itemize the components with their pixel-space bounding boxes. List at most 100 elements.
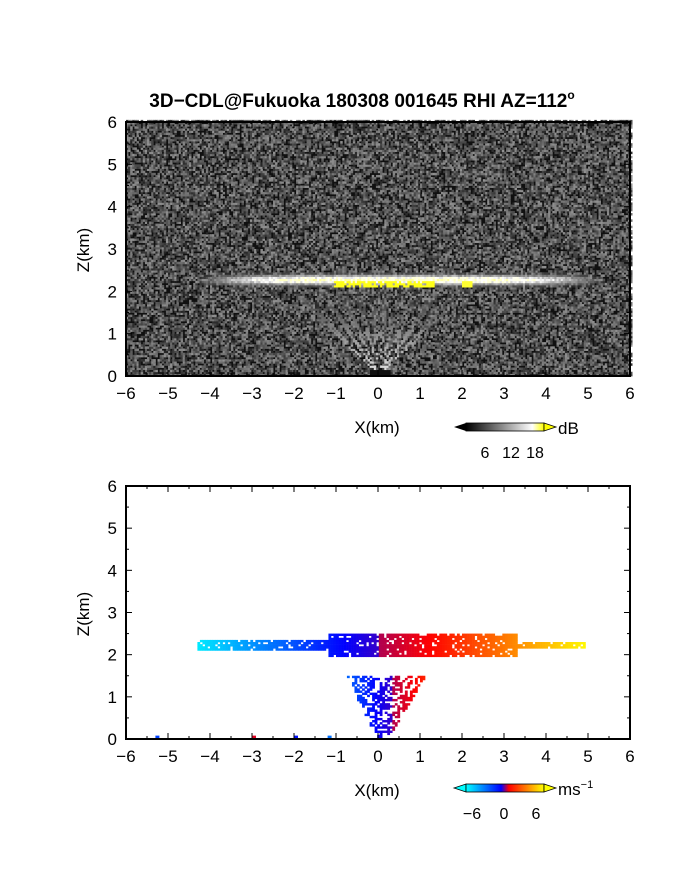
reflectivity-cell [126,215,129,218]
reflectivity-cell [241,297,244,301]
reflectivity-cell [126,143,129,146]
reflectivity-cell [128,259,131,263]
reflectivity-cell [128,255,131,258]
reflectivity-cell [128,365,131,368]
reflectivity-cell [128,193,131,197]
reflectivity-cell [128,242,131,246]
reflectivity-cell [126,304,129,307]
reflectivity-cell [126,200,129,203]
reflectivity-cell [128,329,131,332]
reflectivity-cell [128,301,131,305]
reflectivity-cell [128,272,131,275]
reflectivity-cell [128,219,131,222]
reflectivity-cell [140,295,144,299]
reflectivity-cell [126,134,129,138]
reflectivity-cell [126,253,129,256]
reflectivity-cell [128,160,131,163]
reflectivity-cell [126,354,129,358]
reflectivity-cell [128,170,131,174]
reflectivity-cell [228,363,232,366]
reflectivity-cell [126,282,129,286]
reflectivity-cell [128,323,131,326]
reflectivity-cell [128,215,131,218]
reflectivity-cell [126,174,129,178]
reflectivity-cell [126,221,129,224]
reflectivity-cell [126,208,129,212]
reflectivity-cell [126,204,129,208]
reflectivity-cell [128,282,131,286]
reflectivity-cell [128,342,131,345]
reflectivity-cell [128,246,131,250]
reflectivity-cell [128,183,131,186]
reflectivity-cell [126,295,129,299]
reflectivity-cell [235,181,238,184]
reflectivity-cell [126,365,129,368]
reflectivity-cell [128,225,131,229]
reflectivity-cell [189,284,192,288]
reflectivity-cell [128,274,131,277]
reflectivity-cell [128,189,131,193]
reflectivity-cell [126,145,129,148]
reflectivity-cell [126,126,129,129]
reflectivity-cell [126,327,129,330]
reflectivity-cell [126,359,129,362]
reflectivity-cell [126,183,129,186]
reflectivity-cell [126,236,129,239]
reflectivity-cell [128,354,131,358]
reflectivity-cell [126,122,129,125]
reflectivity-cell [126,331,129,335]
reflectivity-cell [126,276,129,280]
reflectivity-cell [126,151,129,155]
reflectivity-cell [126,316,129,320]
reflectivity-cell [126,223,129,227]
reflectivity-cell [128,325,131,328]
reflectivity-cell [128,253,131,256]
reflectivity-cell [128,202,131,205]
reflectivity-cell [126,168,129,172]
reflectivity-cell [126,213,129,216]
reflectivity-cell [128,227,131,231]
reflectivity-cell [193,291,196,294]
reflectivity-cell [222,187,226,191]
reflectivity-heatmap [126,119,633,377]
reflectivity-cell [128,210,131,214]
reflectivity-cell [126,240,129,244]
reflectivity-cell [126,329,129,332]
reflectivity-cell [128,371,131,375]
reflectivity-cell [126,244,129,248]
reflectivity-cell [126,227,129,231]
reflectivity-cell [126,246,129,250]
reflectivity-cell [126,261,129,265]
reflectivity-cell [207,350,211,354]
reflectivity-cell [126,297,129,301]
reflectivity-cell [126,293,129,296]
reflectivity-cell [126,367,129,371]
reflectivity-cell [128,200,131,203]
reflectivity-cell [128,234,131,237]
reflectivity-cell [126,312,129,316]
reflectivity-cell [126,280,129,284]
reflectivity-cell [163,289,167,292]
reflectivity-cell [126,232,129,235]
reflectivity-cell [128,363,131,366]
reflectivity-cell [126,193,129,197]
reflectivity-cell [239,147,242,150]
reflectivity-cell [126,187,129,191]
reflectivity-cell [210,166,213,169]
reflectivity-cell [128,187,131,191]
reflectivity-cell [126,141,129,144]
reflectivity-cell [126,325,129,328]
reflectivity-cell [178,177,181,180]
reflectivity-cell [126,268,129,271]
reflectivity-cell [128,352,131,356]
reflectivity-cell [128,270,131,273]
reflectivity-cell [126,333,129,337]
reflectivity-cell [128,361,131,364]
reflectivity-cell [128,236,131,239]
reflectivity-cell [222,238,226,241]
reflectivity-cell [126,257,129,260]
reflectivity-cell [197,153,200,157]
reflectivity-cell [128,289,131,292]
reflectivity-cell [126,348,129,351]
figure-title: 3D−CDL@Fukuoka 180308 001645 RHI AZ=112o [149,88,574,112]
